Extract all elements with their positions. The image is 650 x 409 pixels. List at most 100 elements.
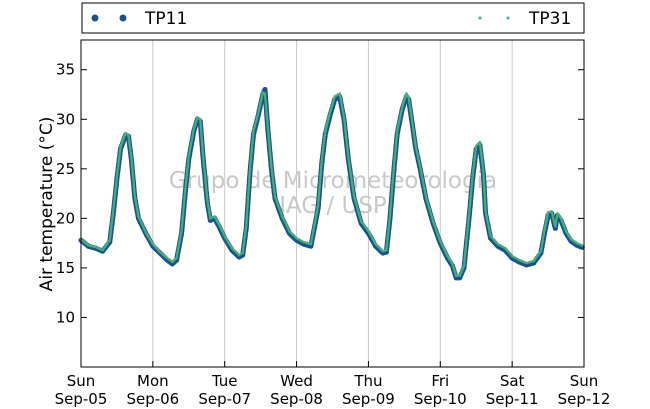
data-point-TP31: [474, 146, 478, 150]
data-point-TP31: [346, 149, 349, 152]
data-point-TP31: [182, 199, 186, 203]
data-point-TP31: [473, 159, 476, 163]
data-point-TP31: [316, 204, 320, 207]
data-point-TP31: [542, 235, 545, 238]
data-point-TP31: [473, 153, 477, 156]
data-point-TP31: [353, 197, 357, 200]
data-point-TP31: [139, 221, 143, 224]
data-point-TP31: [541, 237, 545, 240]
data-point-TP31: [325, 123, 329, 127]
data-point-TP31: [410, 118, 414, 121]
data-point-TP31: [248, 171, 251, 175]
watermark-line-1: Grupo de Micrometeorologia: [169, 168, 497, 194]
data-point-TP31: [539, 249, 543, 253]
data-point-TP31: [341, 107, 344, 110]
data-point-TP31: [205, 192, 209, 196]
data-point-TP31: [425, 199, 429, 202]
data-point-TP31: [250, 150, 253, 154]
data-point-TP31: [191, 134, 194, 137]
x-tick-day-label: Sun: [67, 372, 96, 390]
data-point-TP31: [181, 220, 184, 224]
data-point-TP31: [394, 148, 397, 152]
data-point-TP31: [325, 125, 328, 129]
data-point-TP31: [395, 129, 399, 133]
data-point-TP31: [178, 241, 181, 245]
data-point-TP31: [465, 237, 469, 240]
data-point-TP31: [244, 226, 248, 229]
data-point-TP31: [117, 160, 120, 164]
data-point-TP31: [317, 195, 321, 199]
data-point-TP31: [140, 223, 144, 226]
x-axis: SunSep-05MonSep-06TueSep-07WedSep-08ThuS…: [55, 361, 610, 408]
data-point-TP31: [437, 235, 441, 239]
data-point-TP31: [413, 139, 417, 142]
data-point-TP31: [109, 234, 112, 238]
x-tick-day-label: Wed: [280, 372, 313, 390]
data-point-TP31: [315, 212, 318, 216]
data-point-TP31: [245, 219, 248, 223]
data-point-TP31: [419, 167, 422, 171]
data-point-TP31: [471, 174, 474, 178]
data-point-TP31: [432, 222, 436, 225]
data-point-TP31: [472, 166, 475, 169]
data-point-TP31: [268, 150, 272, 154]
data-point-TP31: [386, 233, 390, 237]
data-point-TP31: [414, 145, 418, 149]
data-point-TP31: [323, 138, 326, 141]
data-point-TP31: [180, 229, 183, 232]
plot-frame: [80, 39, 585, 368]
legend: TP11 TP31: [81, 2, 585, 34]
data-point-TP31: [465, 239, 468, 242]
data-point-TP31: [243, 236, 246, 240]
data-point-TP31: [352, 193, 356, 196]
data-point-TP31: [272, 184, 276, 188]
data-point-TP31: [486, 220, 490, 223]
data-point-TP31: [275, 199, 278, 202]
data-point-TP31: [544, 225, 547, 228]
data-point-TP31: [264, 96, 267, 99]
data-point-TP31: [352, 191, 355, 194]
data-point-TP31: [184, 182, 188, 186]
data-point-TP31: [322, 142, 326, 146]
data-point-TP31: [247, 180, 251, 183]
data-point-TP31: [543, 227, 547, 230]
x-tick-date-label: Sep-07: [198, 390, 251, 408]
data-point-TP31: [387, 229, 390, 232]
data-point-TP31: [132, 184, 136, 188]
data-point-TP31: [351, 186, 355, 190]
data-point-TP31: [421, 180, 425, 183]
data-point-TP31: [190, 138, 194, 141]
data-point-TP31: [542, 233, 546, 236]
data-point-TP31: [420, 174, 424, 177]
data-point-TP31: [400, 108, 404, 111]
data-point-TP31: [183, 197, 186, 201]
data-point-TP31: [108, 238, 111, 242]
data-point-TP31: [135, 205, 138, 208]
data-point-TP31: [327, 116, 331, 119]
data-point-TP31: [464, 247, 468, 251]
grid: [152, 40, 513, 367]
data-point-TP31: [427, 203, 430, 207]
data-point-TP31: [410, 120, 414, 123]
data-point-TP31: [264, 102, 268, 106]
data-point-TP31: [263, 94, 267, 97]
data-point-TP31: [199, 118, 202, 121]
x-tick-day-label: Mon: [137, 372, 169, 390]
data-point-TP31: [203, 168, 206, 172]
data-point-TP31: [130, 166, 134, 169]
data-point-TP31: [412, 133, 416, 136]
data-point-TP31: [324, 127, 328, 131]
data-point-TP31: [351, 184, 354, 188]
data-point-TP31: [135, 203, 138, 206]
data-point-TP31: [117, 156, 121, 159]
data-point-TP31: [482, 176, 486, 180]
data-point-TP31: [436, 233, 440, 237]
data-point-TP31: [109, 232, 112, 236]
data-point-TP31: [487, 226, 491, 230]
data-point-TP31: [468, 205, 472, 209]
data-point-TP31: [345, 138, 348, 142]
data-point-TP31: [200, 143, 204, 146]
data-point-TP31: [204, 179, 207, 183]
data-point-TP31: [181, 216, 184, 219]
